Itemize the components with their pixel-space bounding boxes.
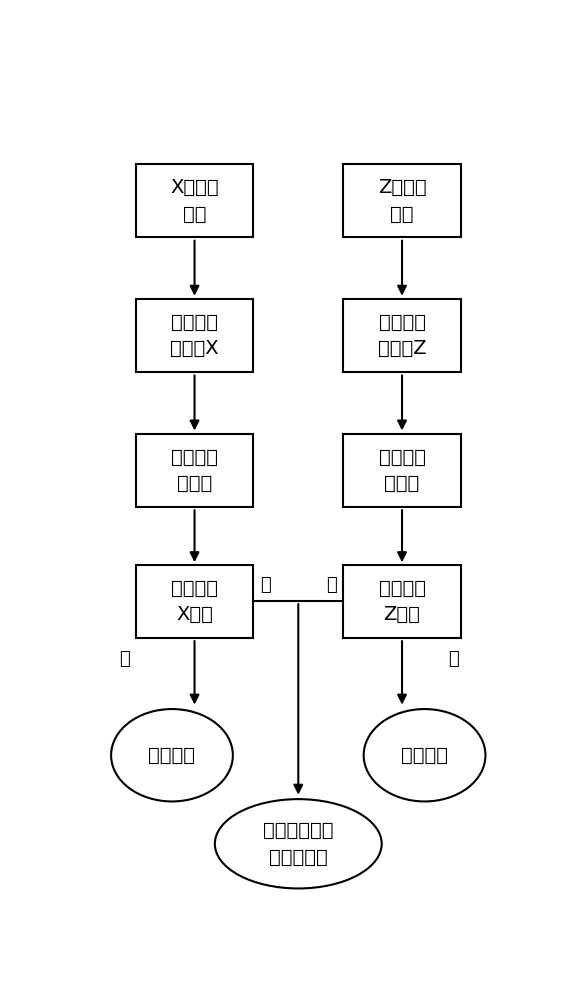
Text: Z错误伴
随式: Z错误伴 随式: [378, 178, 427, 224]
Bar: [343, 565, 461, 638]
Text: 否: 否: [119, 650, 130, 668]
Bar: [343, 299, 461, 372]
Text: 错误捕获
译码器: 错误捕获 译码器: [171, 448, 218, 493]
Bar: [136, 164, 253, 237]
Bar: [343, 164, 461, 237]
Text: 是: 是: [260, 576, 271, 594]
Text: X错误伴
随式: X错误伴 随式: [170, 178, 219, 224]
Bar: [343, 434, 461, 507]
Bar: [136, 434, 253, 507]
Text: 错误捕获
译码器: 错误捕获 译码器: [378, 448, 425, 493]
Text: 线性移位
寄存器Z: 线性移位 寄存器Z: [378, 313, 427, 358]
Ellipse shape: [364, 709, 485, 801]
Ellipse shape: [111, 709, 233, 801]
Text: 完全捕获
X错误: 完全捕获 X错误: [171, 578, 218, 624]
Text: 完全捕获
Z错误: 完全捕获 Z错误: [378, 578, 425, 624]
Bar: [136, 299, 253, 372]
Bar: [136, 565, 253, 638]
Ellipse shape: [215, 799, 382, 888]
Text: 是: 是: [326, 576, 336, 594]
Text: 否: 否: [449, 650, 459, 668]
Text: 译码失败: 译码失败: [148, 746, 196, 765]
Text: 译码失败: 译码失败: [401, 746, 448, 765]
Text: 线性移位
寄存器X: 线性移位 寄存器X: [170, 313, 219, 358]
Text: 译码成功并输
出错误信息: 译码成功并输 出错误信息: [263, 821, 333, 867]
